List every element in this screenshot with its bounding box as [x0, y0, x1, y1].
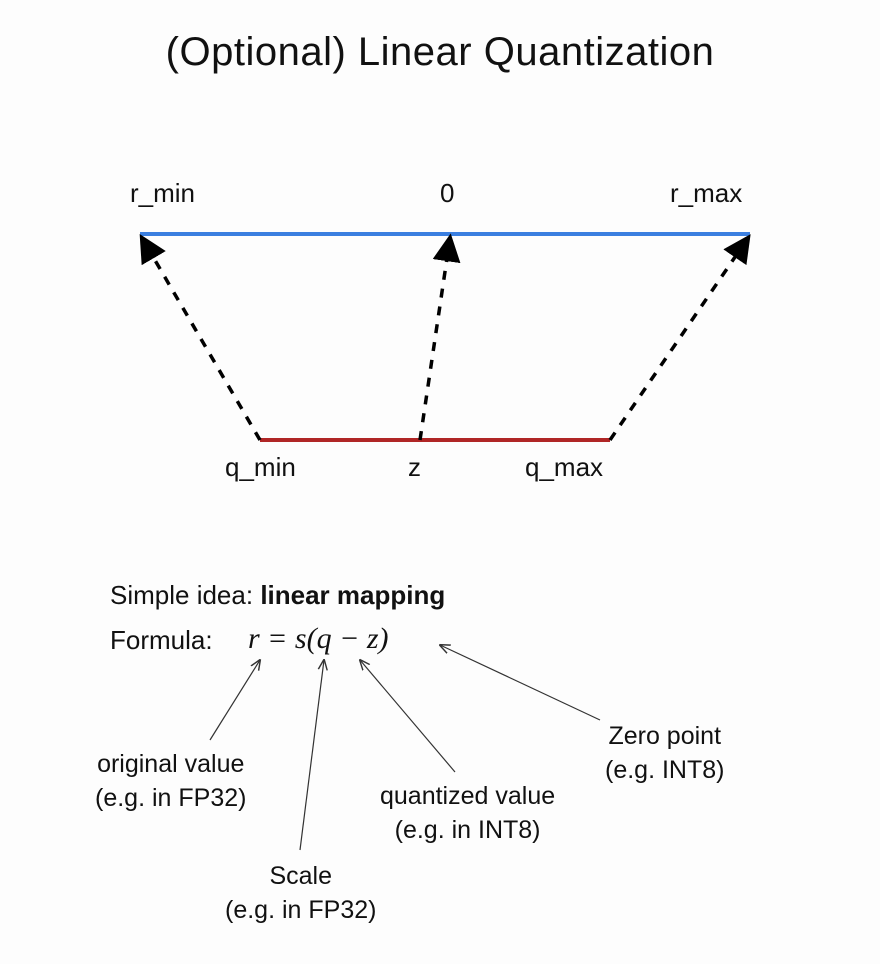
label-zero: 0 [440, 178, 454, 209]
ann-zeropoint: Zero point (e.g. INT8) [605, 720, 724, 788]
label-r-max: r_max [670, 178, 742, 209]
idea-bold: linear mapping [260, 580, 445, 610]
page-title: (Optional) Linear Quantization [0, 30, 880, 75]
ann-arrow-scale [300, 660, 324, 850]
ann-arrow-quantized [360, 660, 455, 772]
ann-original: original value (e.g. in FP32) [95, 748, 246, 816]
idea-line: Simple idea: linear mapping [110, 580, 445, 611]
ann-arrow-zeropoint [440, 645, 600, 720]
ann-quantized: quantized value (e.g. in INT8) [380, 780, 555, 848]
title-main: Linear Quantization [358, 30, 714, 74]
label-z: z [408, 452, 421, 483]
label-q-min: q_min [225, 452, 296, 483]
title-optional: (Optional) [166, 30, 347, 74]
ann-scale: Scale (e.g. in FP32) [225, 860, 376, 928]
label-q-max: q_max [525, 452, 603, 483]
map-arrow-left [142, 238, 260, 440]
formula-label: Formula: [110, 625, 213, 656]
map-arrow-right [610, 238, 748, 440]
map-arrow-mid [420, 238, 450, 440]
formula-text: r = s(q − z) [248, 622, 389, 656]
label-r-min: r_min [130, 178, 195, 209]
ann-arrow-original [210, 660, 260, 740]
idea-prefix: Simple idea: [110, 580, 253, 610]
